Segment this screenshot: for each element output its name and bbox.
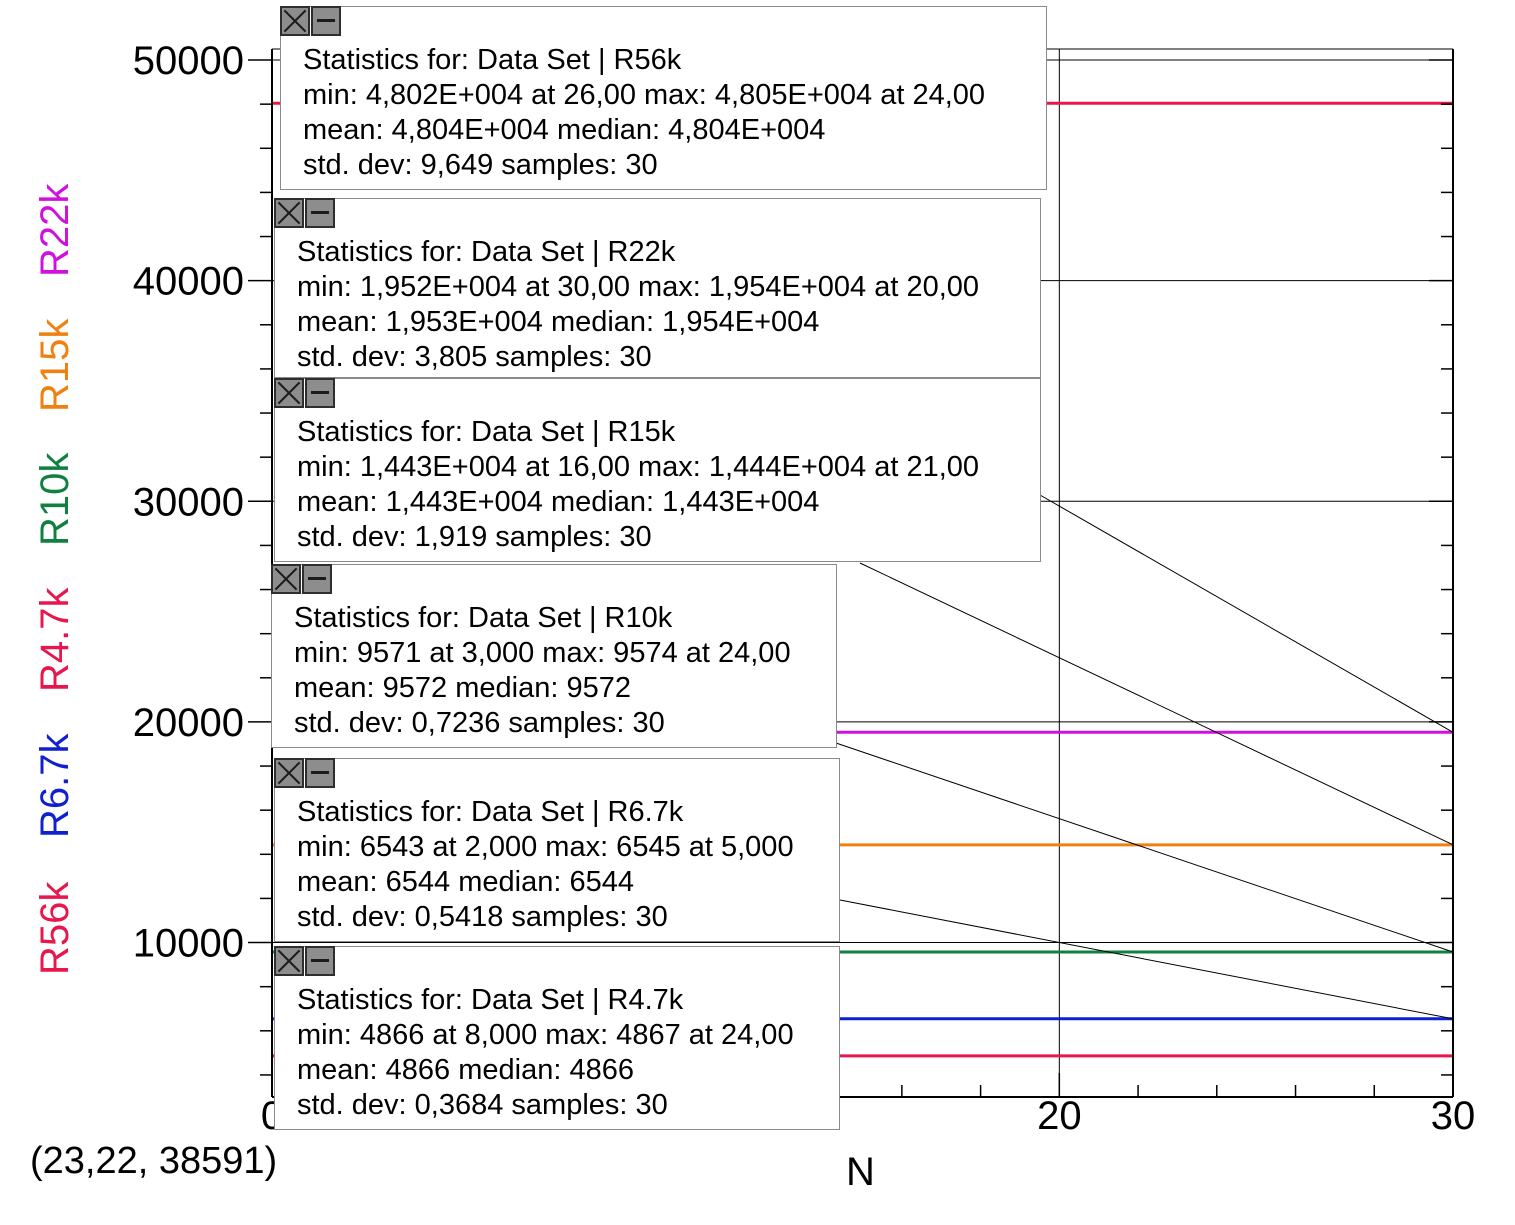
stats-title: Statistics for: Data Set | R6.7k: [297, 796, 684, 828]
stats-stddev-samples: std. dev: 0,3684 samples: 30: [297, 1089, 668, 1121]
close-icon[interactable]: [274, 758, 304, 788]
leader-line: [859, 562, 1454, 846]
legend-label-r22k: R22k: [33, 183, 77, 277]
x-tick-label: 30: [1431, 1094, 1476, 1138]
stats-min-max: min: 4866 at 8,000 max: 4867 at 24,00: [297, 1019, 794, 1051]
stats-mean-median: mean: 6544 median: 6544: [297, 866, 634, 898]
stats-mean-median: mean: 4866 median: 4866: [297, 1054, 634, 1086]
stats-box-r22k[interactable]: Statistics for: Data Set | R22k min: 1,9…: [274, 198, 1041, 378]
stats-box-r6-7k[interactable]: Statistics for: Data Set | R6.7k min: 65…: [274, 758, 840, 942]
leader-line: [1039, 494, 1454, 733]
minimize-icon[interactable]: [305, 946, 335, 976]
legend-label-r6-7k: R6.7k: [33, 733, 77, 839]
close-icon[interactable]: [271, 564, 301, 594]
stats-mean-median: mean: 9572 median: 9572: [294, 672, 631, 704]
stats-stddev-samples: std. dev: 3,805 samples: 30: [297, 341, 652, 373]
stats-mean-median: mean: 1,443E+004 median: 1,443E+004: [297, 486, 820, 518]
stats-min-max: min: 1,952E+004 at 30,00 max: 1,954E+004…: [297, 271, 980, 303]
stats-min-max: min: 6543 at 2,000 max: 6545 at 5,000: [297, 831, 794, 863]
minimize-icon[interactable]: [311, 6, 341, 36]
leader-line: [839, 899, 1454, 1020]
y-tick-label: 30000: [133, 480, 244, 524]
y-tick-label: 40000: [133, 260, 244, 304]
stats-min-max: min: 1,443E+004 at 16,00 max: 1,444E+004…: [297, 451, 980, 483]
legend-label-r56k: R56k: [33, 881, 77, 975]
close-icon[interactable]: [274, 946, 304, 976]
leader-layer: [835, 494, 1454, 1020]
coordinate-readout: (23,22, 38591): [30, 1140, 278, 1182]
stats-box-r10k[interactable]: Statistics for: Data Set | R10k min: 957…: [271, 564, 837, 748]
legend-label-r15k: R15k: [33, 318, 77, 412]
stats-stddev-samples: std. dev: 9,649 samples: 30: [303, 149, 658, 181]
minimize-icon[interactable]: [302, 564, 332, 594]
stats-mean-median: mean: 4,804E+004 median: 4,804E+004: [303, 114, 826, 146]
y-tick-label: 50000: [133, 39, 244, 83]
leader-line: [835, 742, 1454, 953]
legend-label-r4-7k: R4.7k: [33, 587, 77, 693]
stats-title: Statistics for: Data Set | R56k: [303, 44, 682, 76]
stats-title: Statistics for: Data Set | R10k: [294, 602, 673, 634]
stats-box-r56k[interactable]: Statistics for: Data Set | R56k min: 4,8…: [280, 6, 1047, 190]
stats-stddev-samples: std. dev: 0,7236 samples: 30: [294, 707, 665, 739]
x-axis-title: N: [846, 1150, 875, 1194]
stats-title: Statistics for: Data Set | R4.7k: [297, 984, 684, 1016]
stats-stddev-samples: std. dev: 1,919 samples: 30: [297, 521, 652, 553]
y-tick-label: 10000: [133, 922, 244, 966]
stats-min-max: min: 4,802E+004 at 26,00 max: 4,805E+004…: [303, 79, 986, 111]
stats-box-r15k[interactable]: Statistics for: Data Set | R15k min: 1,4…: [274, 378, 1041, 562]
close-icon[interactable]: [280, 6, 310, 36]
stats-mean-median: mean: 1,953E+004 median: 1,954E+004: [297, 306, 820, 338]
close-icon[interactable]: [274, 378, 304, 408]
legend-label-r10k: R10k: [33, 452, 77, 546]
stats-title: Statistics for: Data Set | R22k: [297, 236, 676, 268]
y-tick-label: 20000: [133, 701, 244, 745]
stats-title: Statistics for: Data Set | R15k: [297, 416, 676, 448]
stats-box-r4-7k[interactable]: Statistics for: Data Set | R4.7k min: 48…: [274, 946, 840, 1130]
minimize-icon[interactable]: [305, 198, 335, 228]
close-icon[interactable]: [274, 198, 304, 228]
stats-stddev-samples: std. dev: 0,5418 samples: 30: [297, 901, 668, 933]
stats-min-max: min: 9571 at 3,000 max: 9574 at 24,00: [294, 637, 791, 669]
x-tick-label: 20: [1037, 1094, 1082, 1138]
minimize-icon[interactable]: [305, 758, 335, 788]
minimize-icon[interactable]: [305, 378, 335, 408]
